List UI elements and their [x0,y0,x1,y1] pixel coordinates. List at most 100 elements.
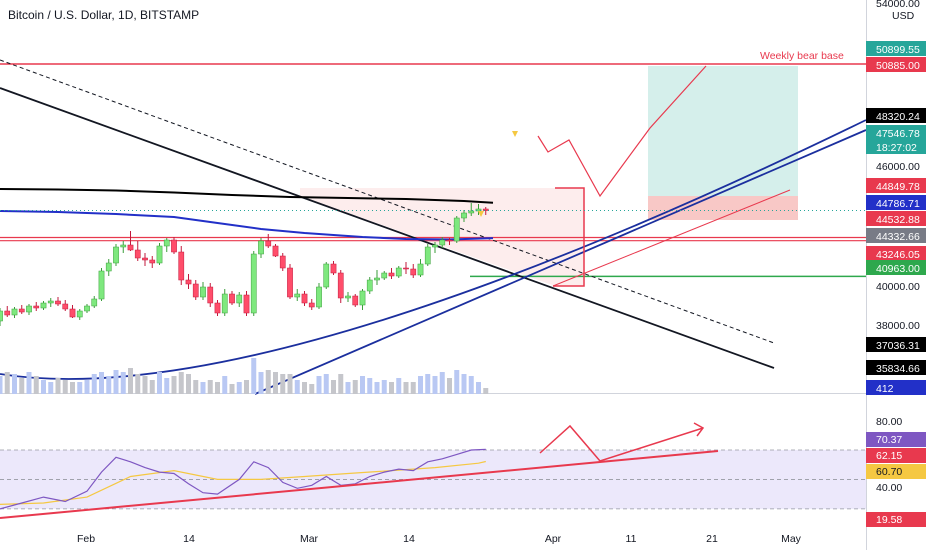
projection-path[interactable] [537,65,707,198]
rsi-projection[interactable] [539,424,704,462]
ma200-line[interactable] [0,188,494,204]
candle[interactable] [207,286,214,304]
candle[interactable] [294,293,301,298]
volume-bar [55,378,61,394]
target-zone[interactable] [648,66,798,196]
candle[interactable] [171,239,177,253]
candle[interactable] [26,305,32,313]
rsi-pane[interactable] [0,422,866,519]
candle[interactable] [91,298,98,307]
candle[interactable] [62,303,69,310]
candle[interactable] [432,244,438,248]
candle[interactable] [105,262,112,272]
candle[interactable] [113,246,119,264]
candle[interactable] [0,310,3,322]
candle[interactable] [424,246,431,265]
candle[interactable] [76,310,83,318]
candle[interactable] [69,308,76,318]
candle[interactable] [446,239,453,242]
candle[interactable] [236,294,243,304]
rsi-trendline[interactable] [0,450,719,519]
candle[interactable] [178,251,185,281]
price-tag [866,178,926,193]
volume-bar [62,380,68,394]
descending-trendline[interactable] [0,87,775,369]
candle[interactable] [127,244,134,251]
channel-line-lower[interactable] [254,129,867,395]
candle[interactable] [330,263,337,274]
stop-zone[interactable] [648,196,798,220]
candle[interactable] [221,293,228,314]
candle[interactable] [40,302,47,309]
rsi-ma-line[interactable] [0,460,486,505]
candle[interactable] [345,295,351,299]
price-tag [866,57,926,72]
candle[interactable] [33,305,40,309]
ma50-line[interactable] [0,210,494,241]
price-axis[interactable]: Feb14Mar14Apr1121May54000.0052000.005089… [77,0,926,550]
candle[interactable] [4,310,11,316]
candle[interactable] [366,279,373,292]
candle[interactable] [461,212,467,219]
candle[interactable] [308,302,315,308]
candle[interactable] [243,294,250,314]
price-pane[interactable] [0,59,867,395]
candle[interactable] [156,245,163,264]
candle[interactable] [185,279,192,285]
candle[interactable] [316,286,322,308]
price-label: 50899.55 [876,44,920,56]
candle[interactable] [192,283,199,298]
candle[interactable] [55,300,61,305]
volume-bar [338,374,344,394]
candle[interactable] [163,239,170,247]
candle[interactable] [272,245,279,257]
candle[interactable] [47,300,54,304]
candle[interactable] [84,305,90,312]
dashed-trendline[interactable] [0,59,775,344]
candle[interactable] [287,267,293,298]
volume-bar [70,382,75,394]
candle[interactable] [301,293,308,304]
candle[interactable] [200,286,206,298]
candle[interactable] [381,272,388,279]
candle[interactable] [395,267,402,277]
projection-ray[interactable] [552,189,791,287]
candle[interactable] [410,268,417,276]
price-tag [866,380,926,395]
volume-bar [99,372,104,394]
candle[interactable] [98,270,105,300]
candle[interactable] [120,244,127,248]
rsi-line[interactable] [0,448,486,510]
candle[interactable] [337,272,344,299]
candle[interactable] [359,290,366,306]
volume-bar [381,380,387,394]
candle[interactable] [134,249,141,259]
candle[interactable] [142,257,148,261]
candle[interactable] [214,302,221,314]
candle[interactable] [403,267,409,270]
candle[interactable] [352,295,359,306]
candle[interactable] [453,217,460,242]
candle[interactable] [11,308,18,316]
volume-bar [396,378,402,394]
candle[interactable] [229,293,235,304]
candle[interactable] [468,210,475,214]
candle[interactable] [417,263,424,276]
channel-curve-upper[interactable] [0,119,867,380]
currency-label[interactable]: USD [892,10,915,22]
candle[interactable] [279,255,286,269]
candle[interactable] [250,253,257,314]
volume-bar [19,378,25,394]
candle[interactable] [388,272,395,277]
candle[interactable] [258,240,264,255]
volume-bar [171,376,177,394]
candle[interactable] [323,263,330,288]
candle[interactable] [149,259,156,264]
projection-box[interactable] [553,187,585,287]
candle[interactable] [482,208,489,211]
candle[interactable] [439,239,446,246]
candle[interactable] [265,240,272,247]
candle[interactable] [18,308,25,313]
candle[interactable] [374,277,380,281]
